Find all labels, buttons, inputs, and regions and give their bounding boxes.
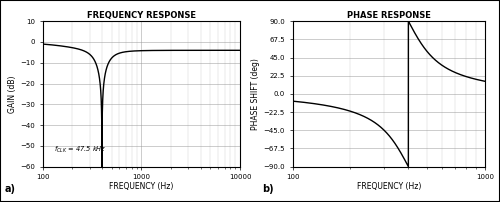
Text: b): b): [262, 184, 274, 194]
X-axis label: FREQUENCY (Hz): FREQUENCY (Hz): [356, 182, 421, 191]
Title: FREQUENCY RESPONSE: FREQUENCY RESPONSE: [87, 12, 196, 20]
X-axis label: FREQUENCY (Hz): FREQUENCY (Hz): [109, 182, 174, 191]
Text: a): a): [5, 184, 16, 194]
Y-axis label: GAIN (dB): GAIN (dB): [8, 75, 17, 113]
Text: $f_{CLK}$ = 47.5 kHz: $f_{CLK}$ = 47.5 kHz: [54, 145, 107, 155]
Title: PHASE RESPONSE: PHASE RESPONSE: [347, 12, 430, 20]
Y-axis label: PHASE SHIFT (deg): PHASE SHIFT (deg): [252, 58, 260, 130]
